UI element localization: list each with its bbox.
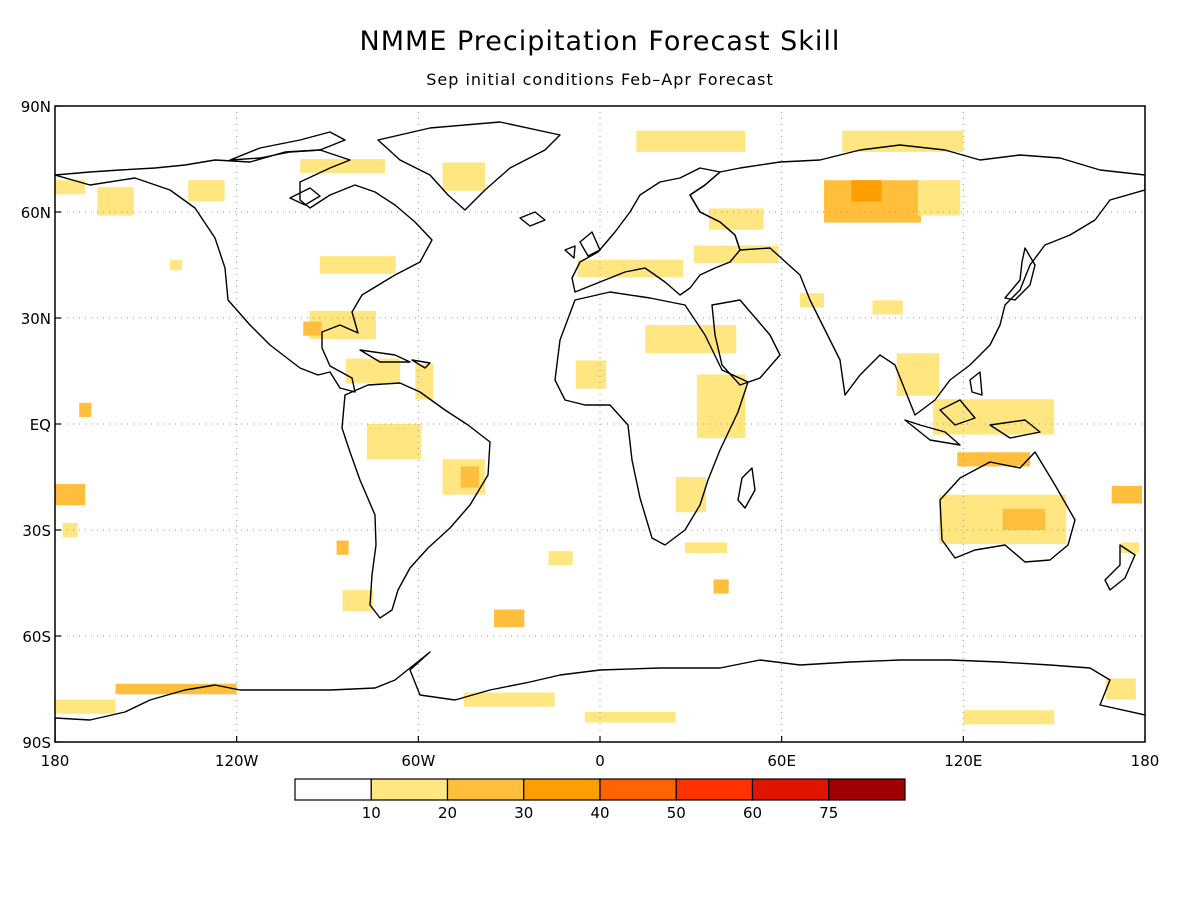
- lon-label: 0: [595, 752, 605, 770]
- skill-patch-36: [713, 579, 729, 594]
- colorbar-label: 10: [362, 804, 381, 822]
- skill-patch-30: [79, 402, 92, 417]
- colorbar-bin: [294, 778, 372, 801]
- skill-patch-39: [463, 692, 555, 707]
- skill-patch-11: [675, 477, 706, 513]
- skill-patch-45: [55, 180, 86, 195]
- lat-label: 90S: [22, 734, 51, 752]
- skill-patch-25: [460, 466, 479, 488]
- lat-label: 30S: [22, 522, 51, 540]
- skill-patch-1: [851, 180, 882, 202]
- skill-patch-5: [709, 208, 764, 230]
- colorbar-label: 30: [514, 804, 533, 822]
- lat-label: 30N: [21, 310, 51, 328]
- skill-patch-15: [957, 452, 1030, 467]
- skill-patch-42: [1105, 678, 1136, 700]
- colorbar-bin: [828, 778, 906, 801]
- skill-patch-28: [188, 180, 225, 202]
- skill-patch-40: [584, 711, 676, 723]
- coastline-south-america: [341, 382, 491, 619]
- skill-patch-22: [345, 358, 401, 384]
- coastline-africa: [554, 291, 749, 546]
- lat-label: 60S: [22, 628, 51, 646]
- skill-patch-17: [1002, 508, 1046, 530]
- skill-patch-37: [115, 683, 237, 695]
- skill-patch-34: [494, 609, 525, 628]
- lat-label: 60N: [21, 204, 51, 222]
- map-title: NMME Precipitation Forecast Skill: [359, 26, 841, 57]
- colorbar-label: 75: [819, 804, 838, 822]
- skill-patch-7: [577, 259, 684, 278]
- colorbar-bin: [751, 778, 830, 801]
- lon-label: 180: [41, 752, 70, 770]
- skill-patch-2: [917, 180, 961, 216]
- map-subtitle: Sep initial conditions Feb–Apr Forecast: [426, 70, 774, 89]
- skill-patch-43: [300, 159, 386, 174]
- skill-patch-35: [548, 551, 573, 566]
- skill-patch-26: [366, 424, 422, 460]
- lat-label: 90N: [21, 98, 51, 116]
- colorbar: 10 20 30 40 50 60 75: [294, 778, 906, 822]
- lon-label: 180: [1131, 752, 1160, 770]
- colorbar-label: 20: [438, 804, 457, 822]
- skill-patch-4: [842, 130, 964, 152]
- colorbar-bin: [446, 778, 525, 801]
- skill-patch-10: [696, 374, 746, 439]
- skill-patch-49: [1120, 542, 1139, 553]
- skill-patch-47: [799, 293, 825, 308]
- skill-patch-18: [1111, 485, 1142, 504]
- coastline-asia: [689, 144, 1145, 416]
- skill-patch-20: [303, 321, 322, 336]
- colorbar-bin: [523, 778, 601, 801]
- coastline-greenland: [377, 121, 561, 211]
- skill-patch-12: [684, 542, 728, 553]
- skill-patch-48: [872, 300, 903, 315]
- coastline-australia: [939, 451, 1076, 563]
- skill-patch-41: [963, 710, 1055, 725]
- skill-shading-layer: [55, 130, 1142, 725]
- skill-patch-14: [933, 399, 1055, 435]
- skill-patch-44: [442, 162, 485, 191]
- coastline-antarctica: [55, 651, 1145, 721]
- colorbar-label: 40: [590, 804, 609, 822]
- colorbar-bin: [675, 778, 754, 801]
- skill-patch-21: [319, 256, 396, 274]
- skill-patch-31: [55, 484, 86, 506]
- colorbar-bin: [599, 778, 677, 801]
- colorbar-label: 50: [667, 804, 686, 822]
- skill-patch-8: [645, 325, 737, 354]
- lon-label: 60E: [767, 752, 796, 770]
- skill-patch-13: [896, 353, 940, 396]
- colorbar-bin: [370, 778, 449, 801]
- coastlines: [55, 121, 1145, 742]
- skill-patch-3: [636, 130, 746, 152]
- skill-patch-33: [342, 590, 373, 612]
- lat-label: EQ: [30, 416, 51, 434]
- skill-patch-46: [62, 522, 78, 538]
- skill-patch-29: [170, 259, 183, 271]
- skill-patch-27: [97, 187, 134, 216]
- lon-label: 120E: [944, 752, 982, 770]
- lon-label: 120W: [215, 752, 259, 770]
- colorbar-label: 60: [743, 804, 762, 822]
- skill-patch-38: [55, 699, 116, 714]
- lon-label: 60W: [401, 752, 435, 770]
- skill-patch-16: [939, 494, 1067, 545]
- gridlines: [55, 106, 1145, 742]
- skill-patch-9: [575, 360, 607, 389]
- skill-patch-23: [415, 363, 434, 400]
- skill-patch-32: [336, 540, 349, 555]
